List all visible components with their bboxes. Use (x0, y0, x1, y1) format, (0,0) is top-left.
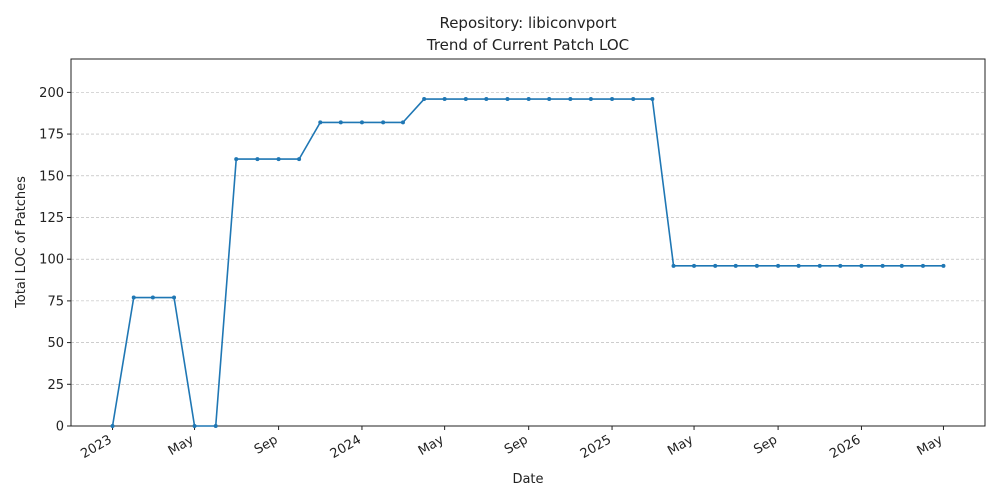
data-point (568, 97, 573, 102)
data-point (381, 120, 386, 125)
y-tick-label: 175 (39, 128, 64, 143)
x-tick-label: May (416, 432, 447, 459)
data-point (463, 97, 468, 102)
axes: 0 25 50 75 100 125 150 175 200 2023 May Sep 2024 May S… (39, 58, 986, 462)
data-point (776, 263, 781, 268)
chart-title: Repository: libiconvport (439, 14, 616, 32)
data-point (899, 263, 904, 268)
x-tick-label: Sep (751, 432, 780, 457)
data-point (526, 97, 531, 102)
data-point (131, 295, 136, 300)
chart-subtitle: Trend of Current Patch LOC (426, 36, 629, 54)
x-tick-label: May (665, 432, 696, 459)
data-point (484, 97, 489, 102)
plot-frame (70, 58, 986, 427)
data-point (733, 263, 738, 268)
x-axis-label: Date (512, 472, 543, 487)
x-tick-label: May (915, 432, 946, 459)
data-point (692, 263, 697, 268)
x-tick-label: 2025 (578, 432, 614, 462)
data-point (338, 120, 343, 125)
data-point (505, 97, 510, 102)
series (110, 97, 946, 428)
y-axis-label: Total LOC of Patches (14, 176, 29, 309)
data-point (110, 424, 115, 428)
data-point (276, 157, 281, 162)
x-tick-label: May (166, 432, 197, 459)
data-point (442, 97, 447, 102)
data-point (796, 263, 801, 268)
data-point (547, 97, 552, 102)
x-tick-label: Sep (252, 432, 281, 457)
x-tick-label: 2024 (328, 432, 364, 462)
x-tick-label: Sep (502, 432, 531, 457)
data-point (422, 97, 427, 102)
y-tick-label: 100 (39, 253, 64, 268)
data-point (859, 263, 864, 268)
data-point (713, 263, 718, 268)
data-point (255, 157, 260, 162)
y-tick-label: 0 (56, 420, 64, 435)
data-point (213, 424, 218, 428)
y-tick-label: 50 (47, 336, 64, 351)
data-point (880, 263, 885, 268)
data-point (650, 97, 655, 102)
y-tick-label: 25 (47, 378, 64, 393)
data-point (671, 263, 676, 268)
data-point (172, 295, 177, 300)
data-point (631, 97, 636, 102)
y-tick-label: 150 (39, 169, 64, 184)
y-tick-label: 200 (39, 86, 64, 101)
y-tick-label: 125 (39, 211, 64, 226)
data-point (941, 263, 946, 268)
data-point (297, 157, 302, 162)
data-point (920, 263, 925, 268)
x-tick-label: 2026 (827, 432, 863, 462)
data-point (318, 120, 323, 125)
x-tick-label: 2023 (78, 432, 114, 462)
grid (71, 92, 985, 385)
data-point (192, 424, 197, 428)
y-tick-label: 75 (47, 294, 64, 309)
data-point (400, 120, 405, 125)
data-point (359, 120, 364, 125)
data-point (838, 263, 843, 268)
data-point (610, 97, 615, 102)
data-point (817, 263, 822, 268)
data-point (754, 263, 759, 268)
data-point (588, 97, 593, 102)
data-point (150, 295, 155, 300)
series-line (111, 98, 944, 427)
data-point (234, 157, 239, 162)
